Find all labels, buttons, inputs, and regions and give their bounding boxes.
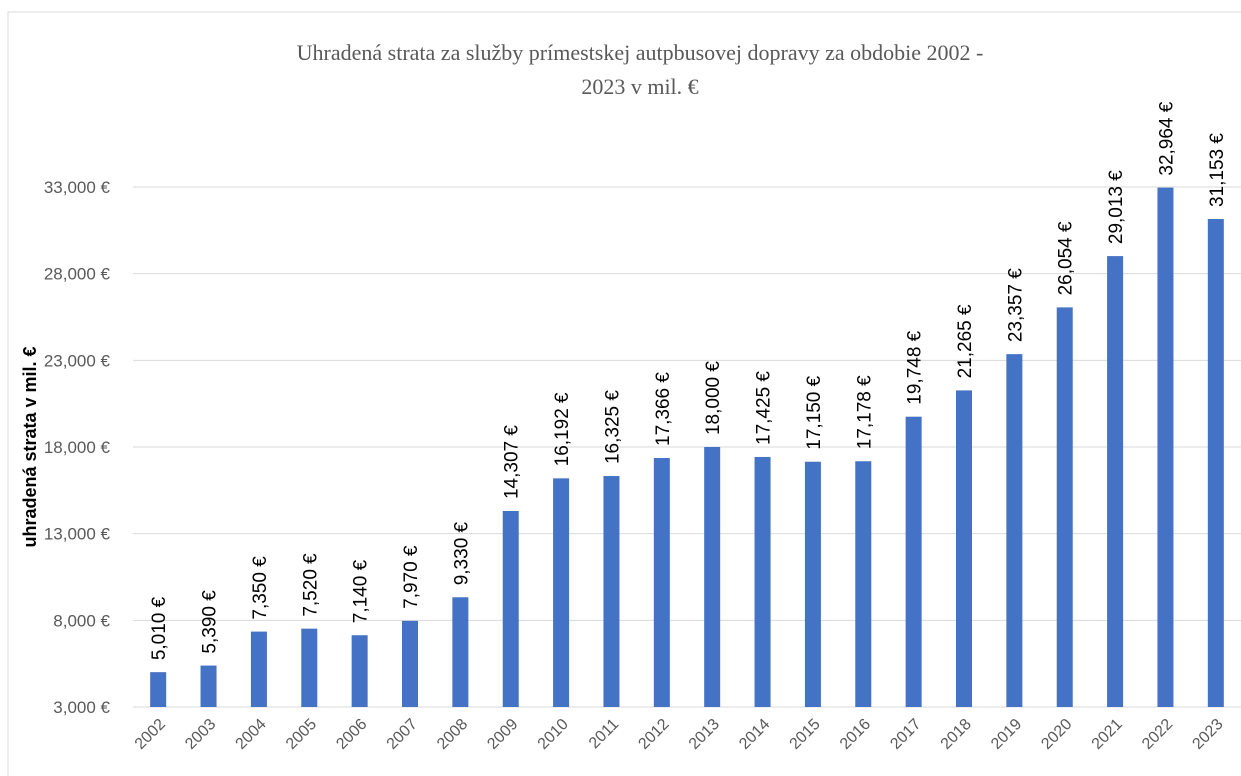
- bar: [553, 478, 570, 707]
- x-tick-label: 2008: [434, 716, 471, 753]
- bar: [250, 631, 267, 707]
- x-tick-label: 2023: [1189, 716, 1226, 753]
- value-label: 16,192 €: [552, 392, 573, 466]
- y-tick-label: 33,000 €: [44, 178, 111, 197]
- x-tick-label: 2019: [988, 716, 1025, 753]
- chart-title: Uhradená strata za služby prímestskej au…: [297, 40, 984, 65]
- x-tick-label: 2016: [837, 716, 874, 753]
- value-label: 9,330 €: [451, 521, 472, 585]
- value-label: 17,366 €: [653, 372, 674, 446]
- bar: [452, 597, 469, 707]
- value-label: 14,307 €: [502, 425, 523, 499]
- value-label: 31,153 €: [1207, 133, 1228, 207]
- y-tick-label: 8,000 €: [53, 611, 110, 630]
- value-label: 7,520 €: [300, 553, 321, 617]
- value-label: 32,964 €: [1156, 101, 1177, 175]
- x-tick-label: 2021: [1089, 716, 1126, 753]
- bar: [1056, 307, 1073, 707]
- bar: [502, 511, 519, 707]
- bar: [754, 456, 771, 707]
- value-label: 26,054 €: [1056, 221, 1077, 295]
- bar: [804, 461, 821, 707]
- x-tick-label: 2015: [787, 716, 824, 753]
- y-tick-label: 23,000 €: [44, 351, 111, 370]
- bar: [653, 457, 670, 707]
- bar: [150, 672, 167, 707]
- x-tick-label: 2006: [333, 716, 370, 753]
- x-tick-label: 2022: [1139, 716, 1176, 753]
- x-tick-label: 2011: [586, 716, 622, 752]
- value-label: 17,150 €: [804, 375, 825, 449]
- x-tick-label: 2009: [484, 716, 521, 753]
- value-label: 17,178 €: [854, 375, 875, 449]
- bar: [704, 447, 721, 707]
- bar: [1107, 256, 1124, 707]
- bar: [1157, 187, 1174, 707]
- x-tick-label: 2007: [384, 716, 421, 753]
- bar: [301, 628, 318, 707]
- x-tick-label: 2003: [182, 716, 219, 753]
- x-tick-label: 2018: [938, 716, 975, 753]
- bar: [1006, 354, 1023, 707]
- y-tick-label: 3,000 €: [53, 698, 110, 717]
- bar: [1207, 219, 1224, 708]
- value-label: 23,357 €: [1005, 268, 1026, 342]
- chart-title: 2023 v mil. €: [581, 74, 698, 99]
- value-label: 7,140 €: [351, 559, 372, 623]
- bar: [956, 390, 972, 707]
- y-tick-label: 13,000 €: [44, 525, 111, 544]
- x-tick-label: 2002: [132, 716, 169, 753]
- x-tick-label: 2012: [635, 716, 672, 753]
- chart-frame: [7, 11, 1241, 776]
- x-tick-label: 2005: [283, 716, 320, 753]
- value-label: 29,013 €: [1106, 170, 1127, 244]
- x-tick-label: 2013: [686, 716, 723, 753]
- value-label: 17,425 €: [754, 371, 775, 445]
- y-tick-label: 28,000 €: [44, 265, 111, 284]
- y-axis-label: uhradená strata v mil. €: [20, 346, 40, 547]
- y-tick-label: 18,000 €: [44, 438, 111, 457]
- x-tick-label: 2014: [736, 716, 773, 753]
- x-tick-label: 2017: [887, 716, 924, 753]
- x-tick-label: 2010: [535, 716, 572, 753]
- value-label: 19,748 €: [905, 330, 926, 404]
- value-label: 7,350 €: [250, 556, 271, 620]
- value-label: 16,325 €: [602, 390, 623, 464]
- x-tick-label: 2004: [233, 716, 270, 753]
- value-label: 7,970 €: [401, 545, 422, 609]
- bar: [351, 635, 368, 707]
- x-tick-label: 2020: [1038, 716, 1075, 753]
- bar: [402, 620, 418, 707]
- value-label: 18,000 €: [703, 361, 724, 435]
- value-label: 5,390 €: [200, 590, 221, 654]
- bar: [905, 416, 922, 707]
- bar: [603, 476, 620, 707]
- bar: [855, 461, 872, 707]
- value-label: 5,010 €: [149, 596, 170, 660]
- bar: [200, 665, 217, 707]
- value-label: 21,265 €: [955, 304, 976, 378]
